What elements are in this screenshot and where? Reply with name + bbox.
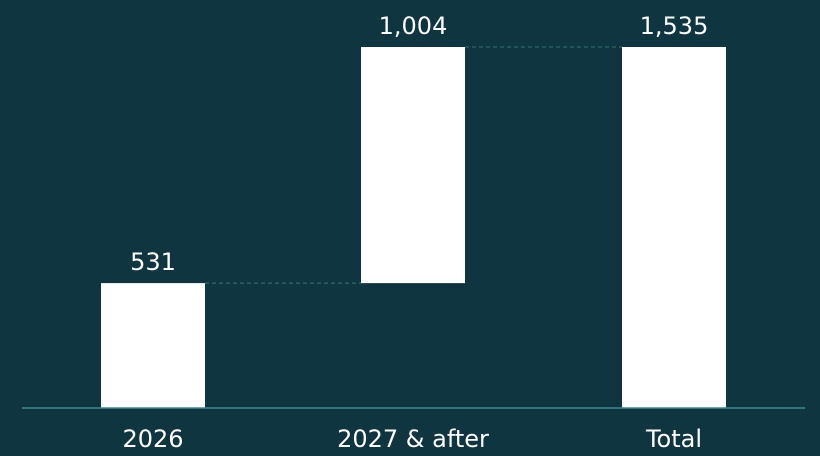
x-tick-label: Total bbox=[645, 425, 702, 453]
value-label: 531 bbox=[130, 248, 176, 276]
bar bbox=[101, 283, 205, 408]
value-label: 1,535 bbox=[640, 12, 709, 40]
bar bbox=[361, 47, 465, 284]
value-label: 1,004 bbox=[379, 12, 448, 40]
bar bbox=[622, 47, 726, 408]
x-tick-label: 2027 & after bbox=[337, 425, 489, 453]
x-tick-label: 2026 bbox=[122, 425, 183, 453]
